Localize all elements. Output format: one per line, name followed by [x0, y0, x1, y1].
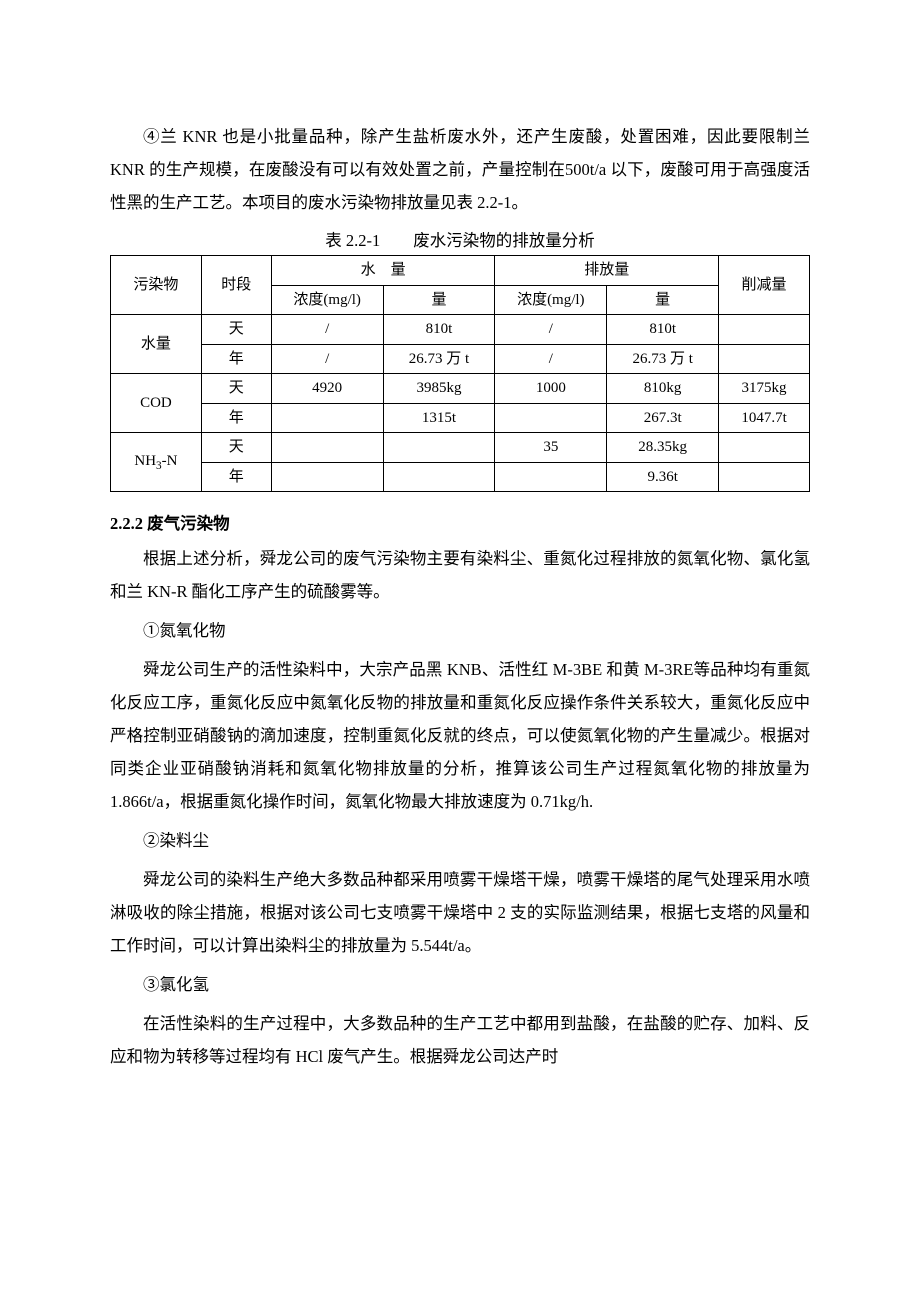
cell: /	[495, 344, 607, 374]
section-heading-222: 2.2.2 废气污染物	[110, 510, 810, 534]
th-pollutant: 污染物	[111, 256, 202, 315]
cell-pollutant: 水量	[111, 315, 202, 374]
table-head: 污染物 时段 水 量 排放量 削减量 浓度(mg/l) 量 浓度(mg/l) 量	[111, 256, 810, 315]
page: ④兰 KNR 也是小批量品种，除产生盐析废水外，还产生废酸，处置困难，因此要限制…	[0, 0, 920, 1302]
th-conc-2: 浓度(mg/l)	[495, 285, 607, 315]
table-row: 年 9.36t	[111, 462, 810, 492]
table-body: 水量 天 / 810t / 810t 年 / 26.73 万 t / 26.73…	[111, 315, 810, 492]
cell: 28.35kg	[607, 433, 719, 463]
cell	[719, 315, 810, 345]
th-period: 时段	[201, 256, 271, 315]
cell: 3175kg	[719, 374, 810, 404]
cell: /	[495, 315, 607, 345]
th-water-group: 水 量	[271, 256, 495, 286]
table-row: 年 1315t 267.3t 1047.7t	[111, 403, 810, 433]
cell-pollutant: NH3-N	[111, 433, 202, 492]
cell: 4920	[271, 374, 383, 404]
cell: /	[271, 315, 383, 345]
cell	[719, 433, 810, 463]
paragraph-6: 舜龙公司的染料生产绝大多数品种都采用喷雾干燥塔干燥，喷雾干燥塔的尾气处理采用水喷…	[110, 863, 810, 962]
cell: 年	[201, 403, 271, 433]
paragraph-7: ③氯化氢	[110, 968, 810, 1001]
table-row: NH3-N 天 35 28.35kg	[111, 433, 810, 463]
cell: 年	[201, 462, 271, 492]
table-row: 年 / 26.73 万 t / 26.73 万 t	[111, 344, 810, 374]
paragraph-1: ④兰 KNR 也是小批量品种，除产生盐析废水外，还产生废酸，处置困难，因此要限制…	[110, 120, 810, 219]
cell: 9.36t	[607, 462, 719, 492]
cell: 天	[201, 374, 271, 404]
cell	[383, 433, 495, 463]
paragraph-8: 在活性染料的生产过程中，大多数品种的生产工艺中都用到盐酸，在盐酸的贮存、加料、反…	[110, 1007, 810, 1073]
cell: 1047.7t	[719, 403, 810, 433]
cell: 810kg	[607, 374, 719, 404]
cell: 天	[201, 315, 271, 345]
cell	[719, 462, 810, 492]
emissions-table: 污染物 时段 水 量 排放量 削减量 浓度(mg/l) 量 浓度(mg/l) 量…	[110, 255, 810, 492]
cell: 810t	[607, 315, 719, 345]
paragraph-5: ②染料尘	[110, 824, 810, 857]
cell	[383, 462, 495, 492]
paragraph-2: 根据上述分析，舜龙公司的废气污染物主要有染料尘、重氮化过程排放的氮氧化物、氯化氢…	[110, 542, 810, 608]
table-row: COD 天 4920 3985kg 1000 810kg 3175kg	[111, 374, 810, 404]
paragraph-3: ①氮氧化物	[110, 614, 810, 647]
cell: 267.3t	[607, 403, 719, 433]
cell: 26.73 万 t	[383, 344, 495, 374]
cell	[495, 403, 607, 433]
cell	[271, 433, 383, 463]
cell: /	[271, 344, 383, 374]
cell: 26.73 万 t	[607, 344, 719, 374]
table-row: 水量 天 / 810t / 810t	[111, 315, 810, 345]
cell-pollutant: COD	[111, 374, 202, 433]
table-caption: 表 2.2-1 废水污染物的排放量分析	[110, 227, 810, 251]
cell: 35	[495, 433, 607, 463]
cell	[719, 344, 810, 374]
cell: 年	[201, 344, 271, 374]
cell: 天	[201, 433, 271, 463]
th-conc-1: 浓度(mg/l)	[271, 285, 383, 315]
cell: 1000	[495, 374, 607, 404]
th-reduction: 削减量	[719, 256, 810, 315]
th-emission-group: 排放量	[495, 256, 719, 286]
th-amount-2: 量	[607, 285, 719, 315]
cell: 1315t	[383, 403, 495, 433]
paragraph-4: 舜龙公司生产的活性染料中，大宗产品黑 KNB、活性红 M-3BE 和黄 M-3R…	[110, 653, 810, 818]
cell	[271, 403, 383, 433]
cell: 3985kg	[383, 374, 495, 404]
cell	[271, 462, 383, 492]
cell	[495, 462, 607, 492]
th-amount-1: 量	[383, 285, 495, 315]
cell: 810t	[383, 315, 495, 345]
